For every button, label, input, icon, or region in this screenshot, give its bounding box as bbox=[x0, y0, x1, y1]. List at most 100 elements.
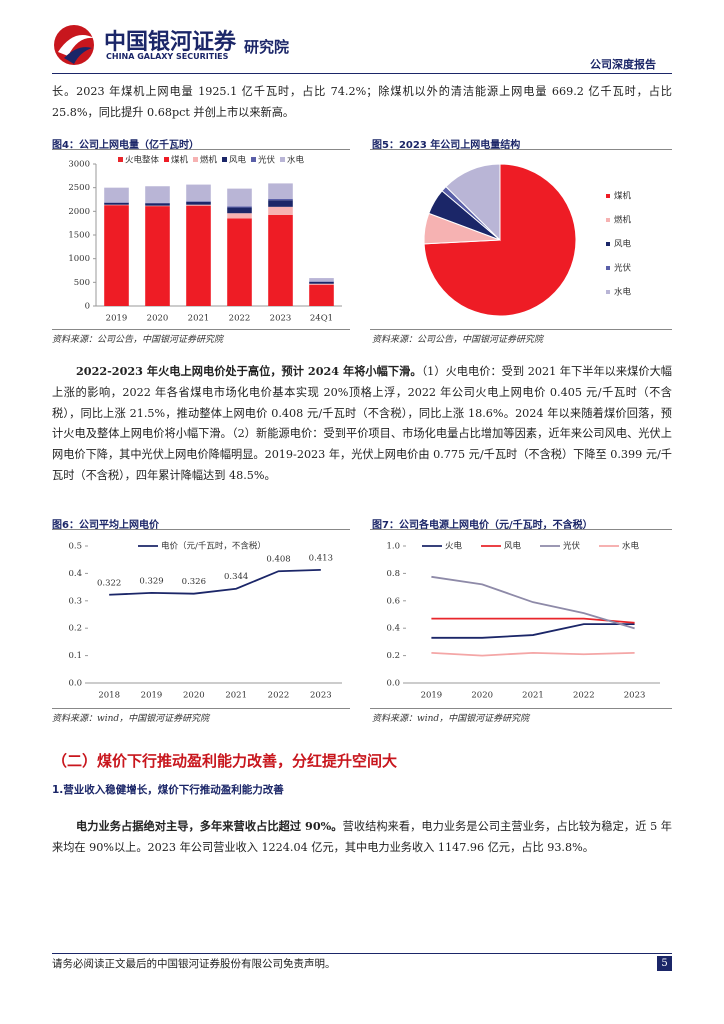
x-tick-label: 2022 bbox=[229, 314, 251, 324]
rule bbox=[370, 708, 672, 709]
paragraph-text: 营收结构来看，电力业务是公司主营业务，占比较为稳定，近 5 年来均在 90%以上… bbox=[52, 820, 672, 854]
legend-swatch bbox=[606, 290, 610, 294]
x-tick-label: 2022 bbox=[268, 691, 290, 701]
bar-segment bbox=[186, 205, 211, 306]
bar-segment bbox=[186, 204, 211, 206]
x-tick-label: 2021 bbox=[188, 314, 210, 324]
y-tick-label: 1.0 bbox=[386, 542, 400, 552]
bar-segment bbox=[268, 214, 293, 306]
legend-label: 火电整体 bbox=[125, 155, 160, 166]
legend-swatch bbox=[280, 157, 285, 162]
line-series bbox=[431, 617, 635, 624]
paragraph-text: 长。2023 年煤机上网电量 1925.1 亿千瓦时，占比 74.2%；除煤机以… bbox=[52, 85, 672, 119]
footer-rule bbox=[52, 953, 672, 954]
y-tick-label: 0.2 bbox=[68, 624, 82, 634]
bar-segment bbox=[145, 186, 170, 203]
y-tick-label: 0.8 bbox=[386, 569, 400, 579]
legend-label: 光伏 bbox=[563, 541, 581, 552]
rule bbox=[52, 529, 350, 530]
bar-segment bbox=[268, 200, 293, 207]
bar-segment bbox=[186, 201, 211, 202]
paragraph-text: （1）火电电价：受到 2021 年下半年以来煤价大幅上涨的影响，2022 年各省… bbox=[52, 365, 672, 482]
paragraph: 电力业务占据绝对主导，多年来营收占比超过 90%。营收结构来看，电力业务是公司主… bbox=[52, 816, 672, 859]
legend-label: 水电 bbox=[614, 287, 632, 298]
bar-segment bbox=[309, 281, 334, 284]
x-tick-label: 2019 bbox=[421, 691, 443, 701]
bar-segment bbox=[104, 187, 129, 203]
data-label: 0.344 bbox=[224, 572, 248, 582]
y-tick-label: 0.4 bbox=[386, 624, 400, 634]
institute: 研究院 bbox=[244, 38, 290, 56]
logo bbox=[54, 25, 94, 65]
paragraph-lead: 电力业务占据绝对主导，多年来营收占比超过 90%。 bbox=[76, 819, 343, 833]
bar-segment bbox=[309, 283, 334, 285]
y-tick-label: 2000 bbox=[68, 207, 90, 217]
x-tick-label: 2023 bbox=[624, 691, 646, 701]
x-tick-label: 2018 bbox=[98, 691, 120, 701]
y-tick-label: 0.4 bbox=[68, 569, 82, 579]
x-tick-label: 24Q1 bbox=[310, 314, 333, 324]
legend-swatch bbox=[222, 157, 227, 162]
legend-label: 水电 bbox=[287, 155, 305, 166]
rule bbox=[52, 149, 350, 150]
y-tick-label: 2500 bbox=[68, 183, 90, 193]
legend-swatch bbox=[606, 194, 610, 198]
figure-title: 图5：2023 年公司上网电量结构 bbox=[372, 140, 521, 151]
data-label: 0.326 bbox=[182, 577, 206, 587]
brand: 中国银河证券 bbox=[104, 30, 237, 55]
x-tick-label: 2021 bbox=[522, 691, 544, 701]
bar-segment bbox=[227, 213, 252, 219]
line-series bbox=[431, 575, 635, 630]
y-tick-label: 0.1 bbox=[68, 651, 82, 661]
rule bbox=[52, 329, 350, 330]
y-tick-label: 0.5 bbox=[68, 542, 82, 552]
bar-segment bbox=[186, 201, 211, 205]
y-tick-label: 0.0 bbox=[386, 679, 400, 689]
y-tick-label: 1500 bbox=[68, 231, 90, 241]
x-tick-label: 2019 bbox=[106, 314, 128, 324]
paragraph: 长。2023 年煤机上网电量 1925.1 亿千瓦时，占比 74.2%；除煤机以… bbox=[52, 82, 672, 124]
y-tick-label: 0 bbox=[85, 302, 90, 312]
y-tick-label: 0.3 bbox=[68, 596, 82, 606]
x-tick-label: 2023 bbox=[310, 691, 332, 701]
y-tick-label: 0.2 bbox=[386, 651, 400, 661]
bar-segment bbox=[104, 205, 129, 306]
bar-segment bbox=[268, 206, 293, 215]
source: 资料来源：公司公告，中国银河证券研究院 bbox=[52, 335, 224, 345]
legend-swatch bbox=[606, 242, 610, 246]
section-title: （二）煤价下行推动盈利能力改善，分红提升空间大 bbox=[52, 752, 398, 770]
bar-segment bbox=[186, 184, 211, 202]
page-number: 5 bbox=[657, 956, 672, 971]
bar-segment bbox=[104, 202, 129, 205]
legend-swatch bbox=[606, 218, 610, 222]
bar-segment bbox=[227, 218, 252, 306]
x-tick-label: 2020 bbox=[471, 691, 493, 701]
y-tick-label: 1000 bbox=[68, 254, 90, 264]
bar-segment bbox=[268, 183, 293, 199]
x-tick-label: 2020 bbox=[183, 691, 205, 701]
chart: 0.0 0.1 0.2 0.3 0.4 0.5 2018 2019 2020 2021 2022 20… bbox=[68, 541, 342, 701]
legend-label: 光伏 bbox=[258, 155, 276, 166]
data-label: 0.408 bbox=[266, 555, 290, 565]
data-label: 0.329 bbox=[139, 576, 163, 586]
x-tick-label: 2019 bbox=[141, 691, 163, 701]
legend-swatch bbox=[606, 266, 610, 270]
disclaimer: 请务必阅读正文最后的中国银河证券股份有限公司免责声明。 bbox=[52, 958, 336, 970]
line-series bbox=[109, 568, 321, 596]
chart: 0 500 1000 1500 2000 2500 3000 2019 2020 2021 2022… bbox=[68, 155, 342, 324]
header-rule bbox=[52, 73, 672, 74]
x-tick-label: 2021 bbox=[225, 691, 247, 701]
legend-swatch bbox=[164, 157, 169, 162]
legend-swatch bbox=[193, 157, 198, 162]
source: 资料来源：wind，中国银河证券研究院 bbox=[372, 714, 530, 724]
bar-segment bbox=[227, 188, 252, 207]
line-series bbox=[431, 651, 635, 657]
source: 资料来源：公司公告，中国银河证券研究院 bbox=[372, 335, 544, 345]
legend-label: 水电 bbox=[622, 541, 640, 552]
source: 资料来源：wind，中国银河证券研究院 bbox=[52, 714, 210, 724]
rule bbox=[370, 149, 672, 150]
y-tick-label: 0.0 bbox=[68, 679, 82, 689]
x-tick-label: 2022 bbox=[573, 691, 595, 701]
legend-label: 光伏 bbox=[614, 263, 632, 274]
